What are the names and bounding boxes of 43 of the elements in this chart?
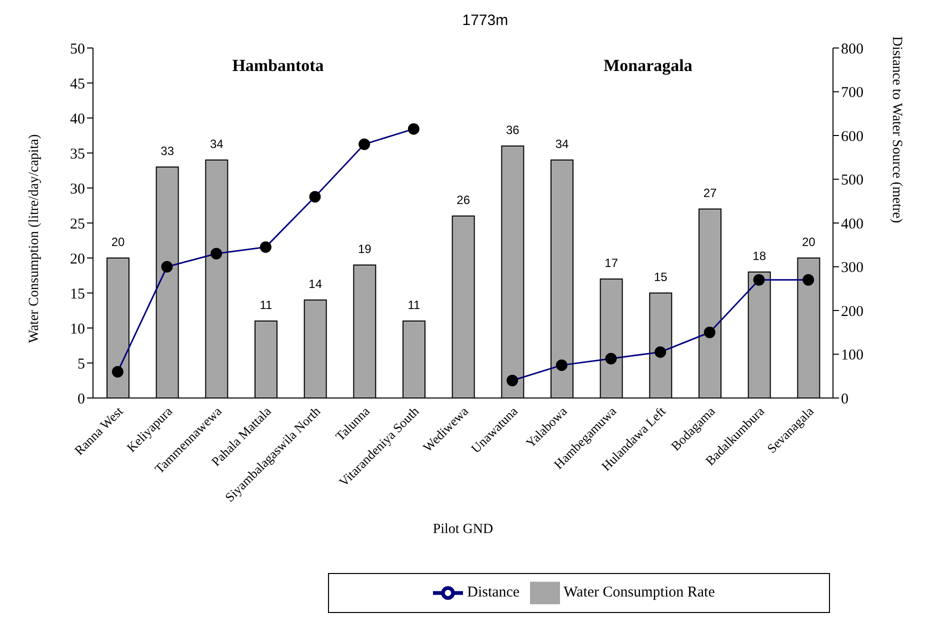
data-label: 19 [358, 242, 372, 256]
data-label: 15 [654, 270, 668, 284]
y-tick-label: 15 [70, 286, 85, 302]
y-tick-label: 10 [70, 321, 85, 338]
y2-tick-label: 700 [841, 85, 864, 102]
y2-tick-label: 500 [841, 172, 864, 189]
y2-tick-label: 200 [841, 304, 864, 320]
data-label: 11 [260, 298, 273, 312]
y-tick-label: 35 [70, 146, 85, 162]
data-label: 18 [752, 249, 766, 263]
annotation: Hambantota [231, 56, 325, 76]
y2-tick-label: 600 [841, 128, 864, 145]
data-label: 17 [604, 256, 618, 270]
y-axis-title: Water Consumption (litre/day/capita) [26, 134, 42, 343]
annotation: Monaragala [602, 56, 694, 76]
y-tick-label: 25 [70, 216, 85, 232]
data-label: 20 [802, 235, 816, 249]
y2-tick-label: 800 [841, 41, 864, 58]
y2-tick-label: 400 [841, 216, 864, 232]
text: 1773m [461, 12, 510, 29]
y-tick-label: 0 [78, 391, 85, 408]
y-tick-label: 20 [70, 251, 85, 268]
data-label: 20 [111, 235, 125, 249]
data-label: 36 [506, 123, 520, 137]
x-axis-title: Pilot GND [432, 522, 494, 537]
y2-axis-title: Distance to Water Source (metre) [889, 36, 904, 224]
y-tick-label: 5 [78, 356, 85, 372]
legend-label: Water Consumption Rate [564, 584, 715, 600]
y2-tick-label: 0 [841, 391, 848, 408]
y-tick-label: 45 [70, 76, 85, 92]
data-label: 27 [703, 186, 717, 200]
y-tick-label: 30 [70, 181, 85, 198]
legend-label: Distance [467, 584, 520, 600]
y2-tick-label: 100 [841, 348, 864, 364]
y-tick-label: 50 [70, 41, 85, 58]
y-tick-label: 40 [70, 111, 85, 128]
data-label: 11 [408, 298, 421, 312]
y2-tick-label: 300 [841, 260, 864, 276]
data-label: 34 [210, 137, 224, 151]
data-label: 14 [308, 277, 322, 291]
data-label: 34 [555, 137, 569, 151]
data-label: 33 [160, 144, 174, 158]
data-label: 26 [456, 193, 470, 207]
